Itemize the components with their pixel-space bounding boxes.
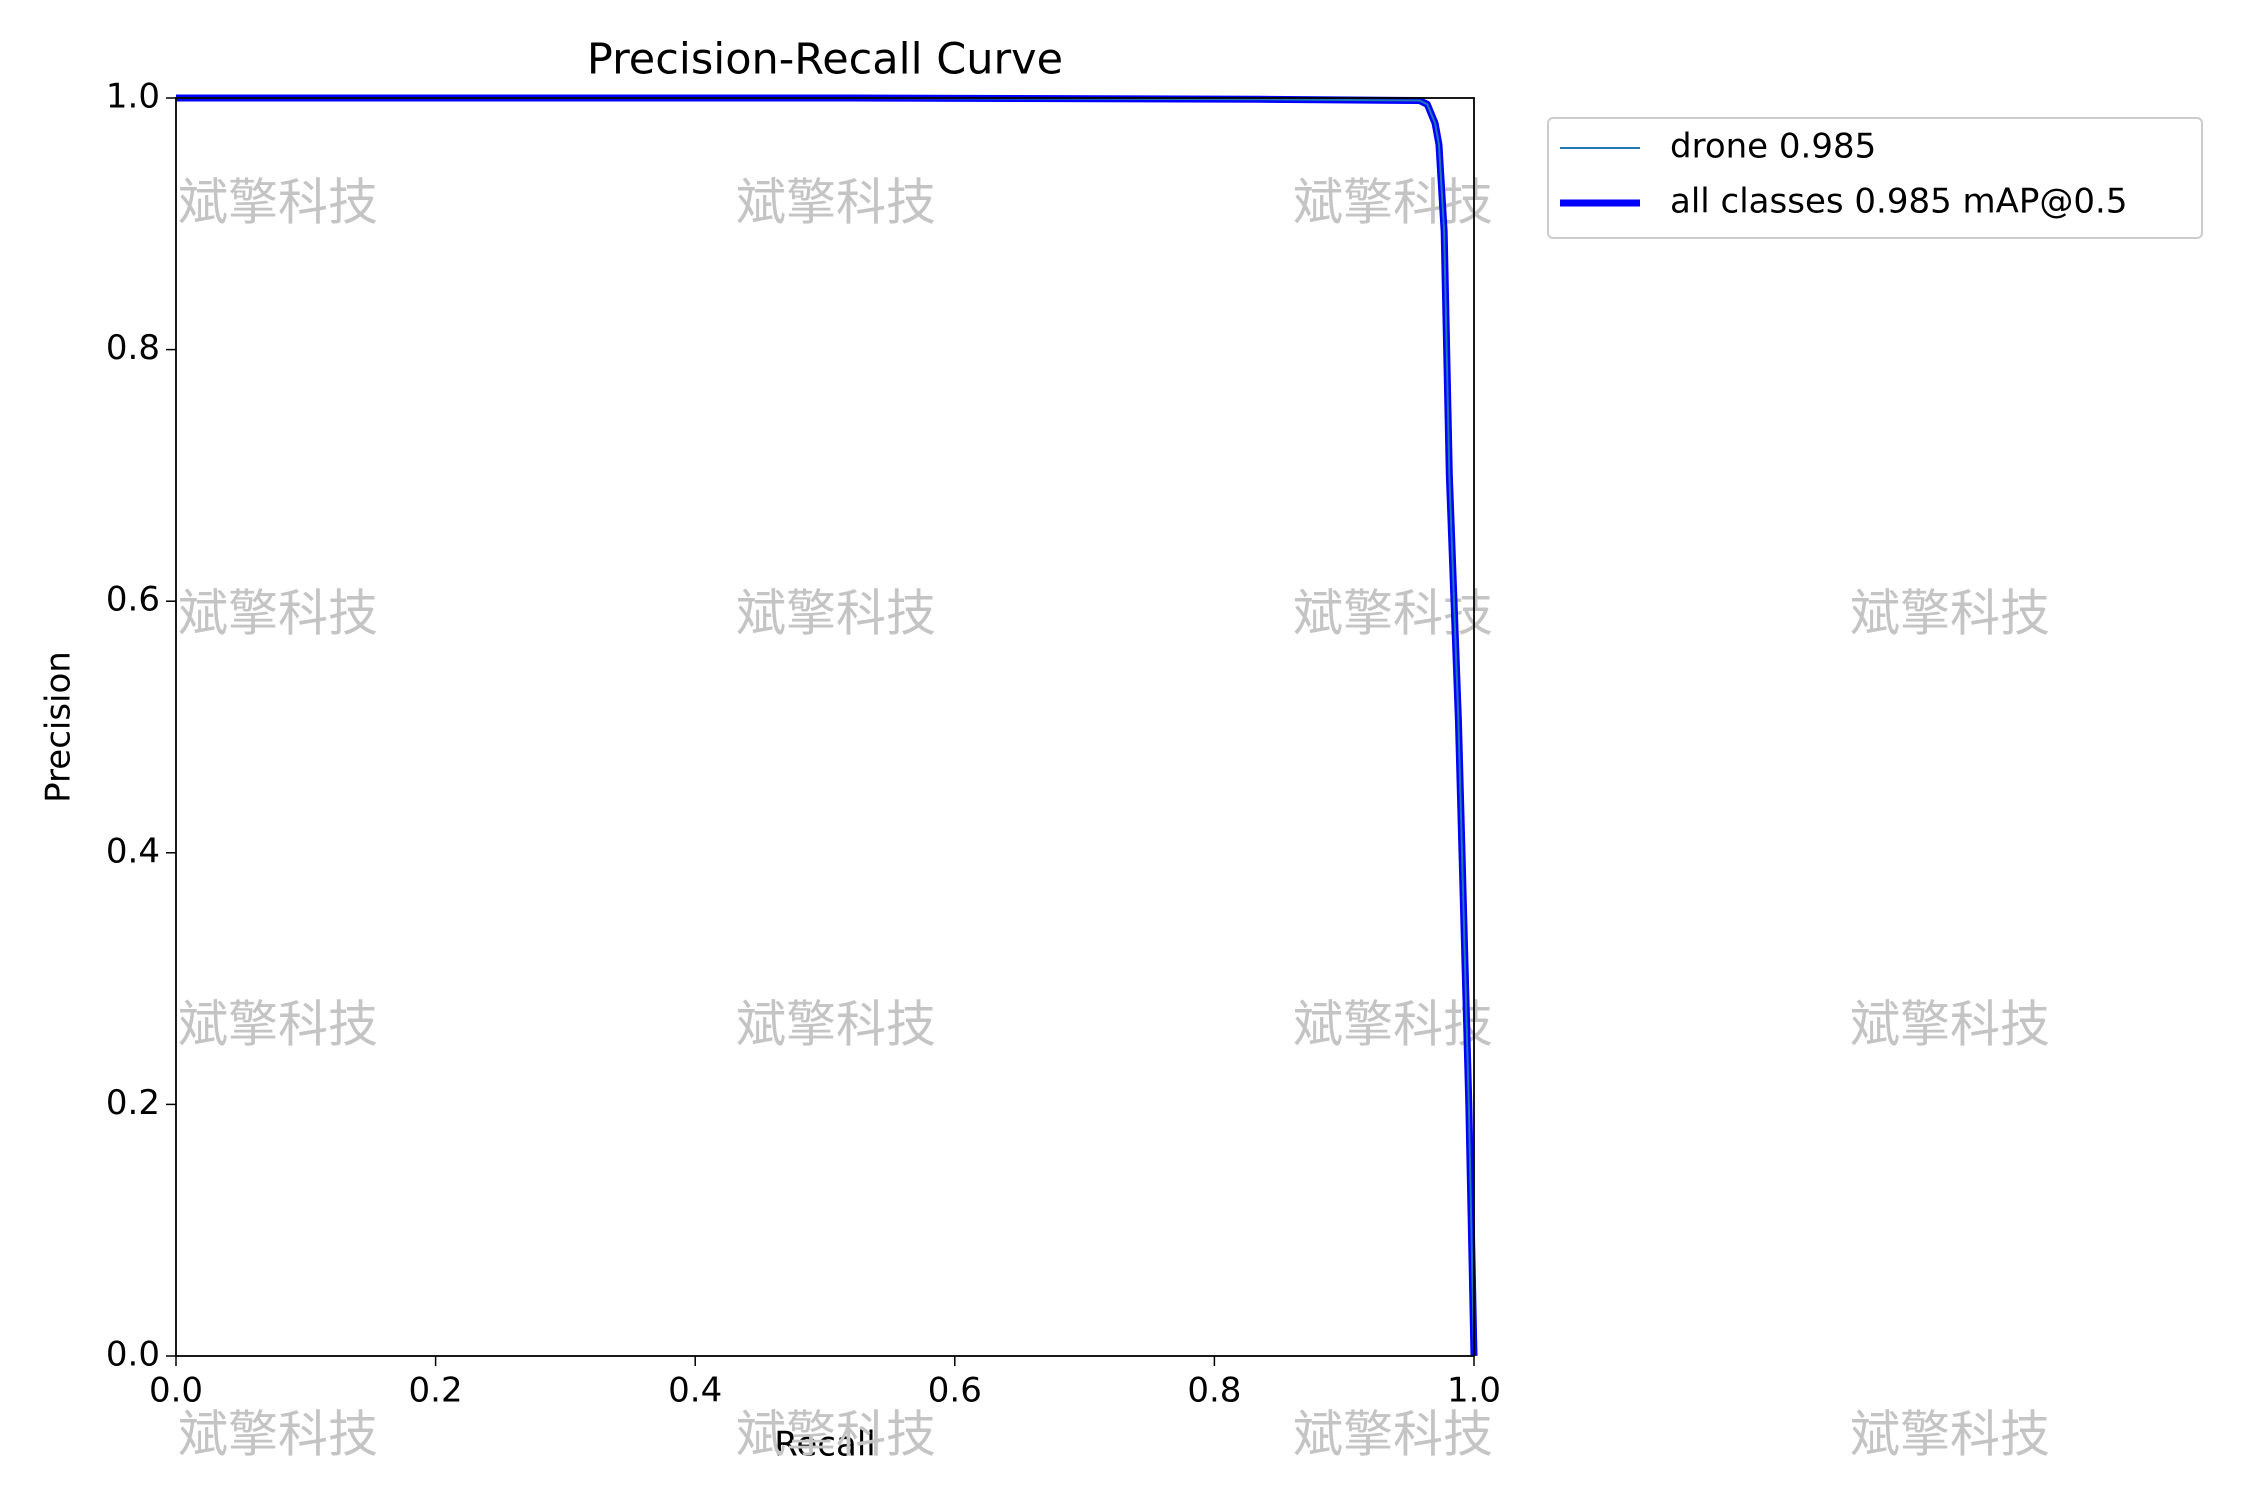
watermark: 斌擎科技 (736, 585, 936, 643)
y-axis-label: Precision (39, 651, 79, 803)
y-tick-label: 0.6 (106, 580, 160, 620)
watermark: 斌擎科技 (1293, 585, 1493, 643)
watermark: 斌擎科技 (736, 996, 936, 1054)
x-tick-label: 0.2 (409, 1371, 463, 1411)
watermark: 斌擎科技 (1850, 996, 2050, 1054)
legend-box (1547, 117, 2203, 239)
plot-frame (175, 97, 1475, 1357)
watermark: 斌擎科技 (736, 1406, 936, 1464)
y-tick-label: 1.0 (106, 77, 160, 117)
watermark: 斌擎科技 (1850, 585, 2050, 643)
y-tick-label: 0.4 (106, 831, 160, 871)
watermark: 斌擎科技 (1293, 174, 1493, 232)
x-tick-label: 0.0 (149, 1371, 203, 1411)
watermark: 斌擎科技 (1293, 1406, 1493, 1464)
x-axis-label: Recall (774, 1425, 875, 1465)
watermark: 斌擎科技 (178, 585, 378, 643)
watermark: 斌擎科技 (178, 174, 378, 232)
y-tick-label: 0.8 (106, 328, 160, 368)
x-tick-label: 0.6 (928, 1371, 982, 1411)
y-tick-label: 0.0 (106, 1335, 160, 1375)
x-tick-label: 1.0 (1447, 1371, 1501, 1411)
x-tick-label: 0.8 (1187, 1371, 1241, 1411)
watermark: 斌擎科技 (1850, 1406, 2050, 1464)
watermark: 斌擎科技 (178, 1406, 378, 1464)
chart-title: Precision-Recall Curve (587, 35, 1063, 85)
legend-label: drone 0.985 (1670, 127, 1876, 167)
x-tick-label: 0.4 (668, 1371, 722, 1411)
watermark: 斌擎科技 (736, 174, 936, 232)
watermark: 斌擎科技 (1293, 996, 1493, 1054)
legend-label: all classes 0.985 mAP@0.5 (1670, 182, 2127, 222)
y-tick-label: 0.2 (106, 1083, 160, 1123)
watermark: 斌擎科技 (178, 996, 378, 1054)
pr-curve (176, 94, 1478, 1357)
pr-curve (176, 97, 1475, 1357)
